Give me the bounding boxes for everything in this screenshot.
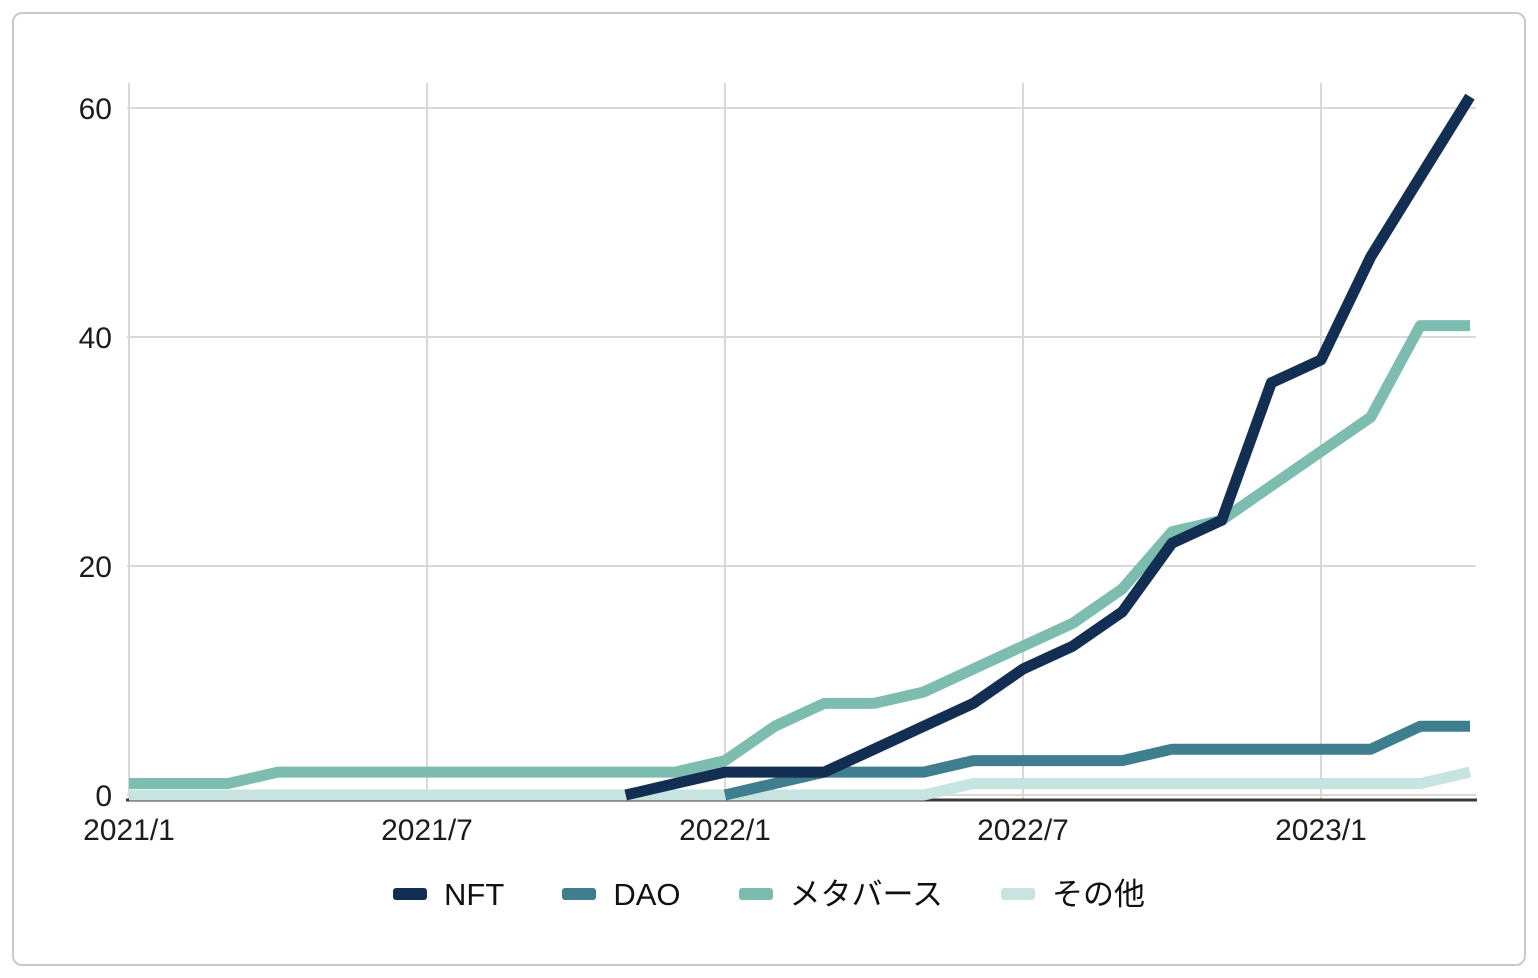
series-line-other — [129, 766, 1472, 801]
legend-swatch-metaverse — [738, 888, 773, 900]
y-tick-label-20: 20 — [79, 551, 112, 584]
y-tick-label-0: 0 — [95, 780, 112, 813]
legend-swatch-dao — [562, 888, 597, 900]
legend-label-other: その他 — [1051, 876, 1145, 912]
legend-label-nft: NFT — [444, 876, 505, 912]
x-tick-label-2021-7: 2021/7 — [381, 814, 473, 847]
legend-item-metaverse[interactable]: メタバース — [738, 876, 943, 912]
x-tick-label-2023-1: 2023/1 — [1275, 814, 1367, 847]
series-line-dao — [723, 720, 1470, 801]
legend-label-dao: DAO — [613, 876, 681, 912]
y-tick-label-40: 40 — [79, 322, 112, 355]
legend-item-other[interactable]: その他 — [1000, 876, 1145, 912]
legend-swatch-other — [1000, 888, 1035, 900]
legend-item-nft[interactable]: NFT — [393, 879, 504, 910]
legend-item-dao[interactable]: DAO — [562, 876, 681, 912]
x-tick-label-2021-1: 2021/1 — [83, 814, 175, 847]
series-line-nft — [624, 93, 1475, 801]
x-tick-label-2022-1: 2022/1 — [679, 814, 771, 847]
series-line-metaverse — [129, 320, 1470, 789]
legend-swatch-nft — [393, 888, 428, 900]
x-tick-label-2022-7: 2022/7 — [977, 814, 1069, 847]
y-tick-label-60: 60 — [79, 93, 112, 126]
legend-label-metaverse: メタバース — [789, 876, 943, 912]
chart-legend: NFT DAO メタバース その他 — [0, 868, 1538, 920]
